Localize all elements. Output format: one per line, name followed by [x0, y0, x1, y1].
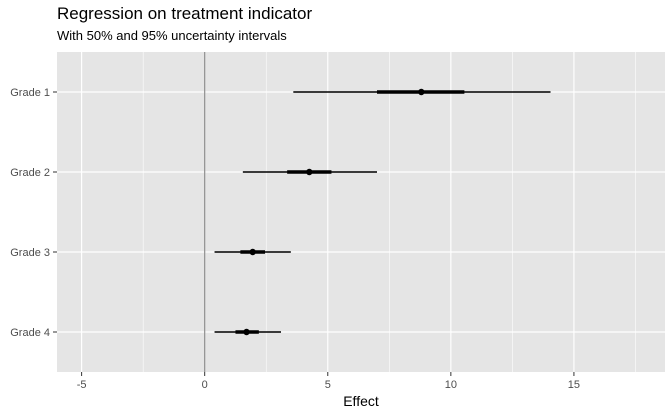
y-tick-label: Grade 4 [10, 327, 50, 339]
chart-subtitle: With 50% and 95% uncertainty intervals [57, 28, 287, 43]
minor-gridlines [142, 52, 636, 372]
chart-title: Regression on treatment indicator [57, 4, 313, 23]
y-tick-label: Grade 2 [10, 167, 50, 179]
point-estimate [249, 248, 256, 256]
y-tick-label: Grade 1 [10, 87, 50, 99]
y-tick-label: Grade 3 [10, 247, 50, 259]
x-tick-label: 5 [325, 379, 331, 391]
x-tick-label: 15 [568, 379, 580, 391]
x-axis-label: Effect [343, 393, 379, 409]
point-estimate [243, 328, 250, 336]
x-tick-label: -5 [77, 379, 87, 391]
x-axis: -5 0 5 10 15 [77, 372, 580, 391]
point-estimate [306, 168, 313, 176]
point-estimate [418, 88, 425, 96]
plot-panel [57, 52, 665, 372]
x-tick-label: 0 [202, 379, 208, 391]
y-axis: Grade 1 Grade 2 Grade 3 Grade 4 [10, 87, 57, 339]
x-tick-label: 10 [445, 379, 457, 391]
interval-marks [214, 88, 551, 336]
